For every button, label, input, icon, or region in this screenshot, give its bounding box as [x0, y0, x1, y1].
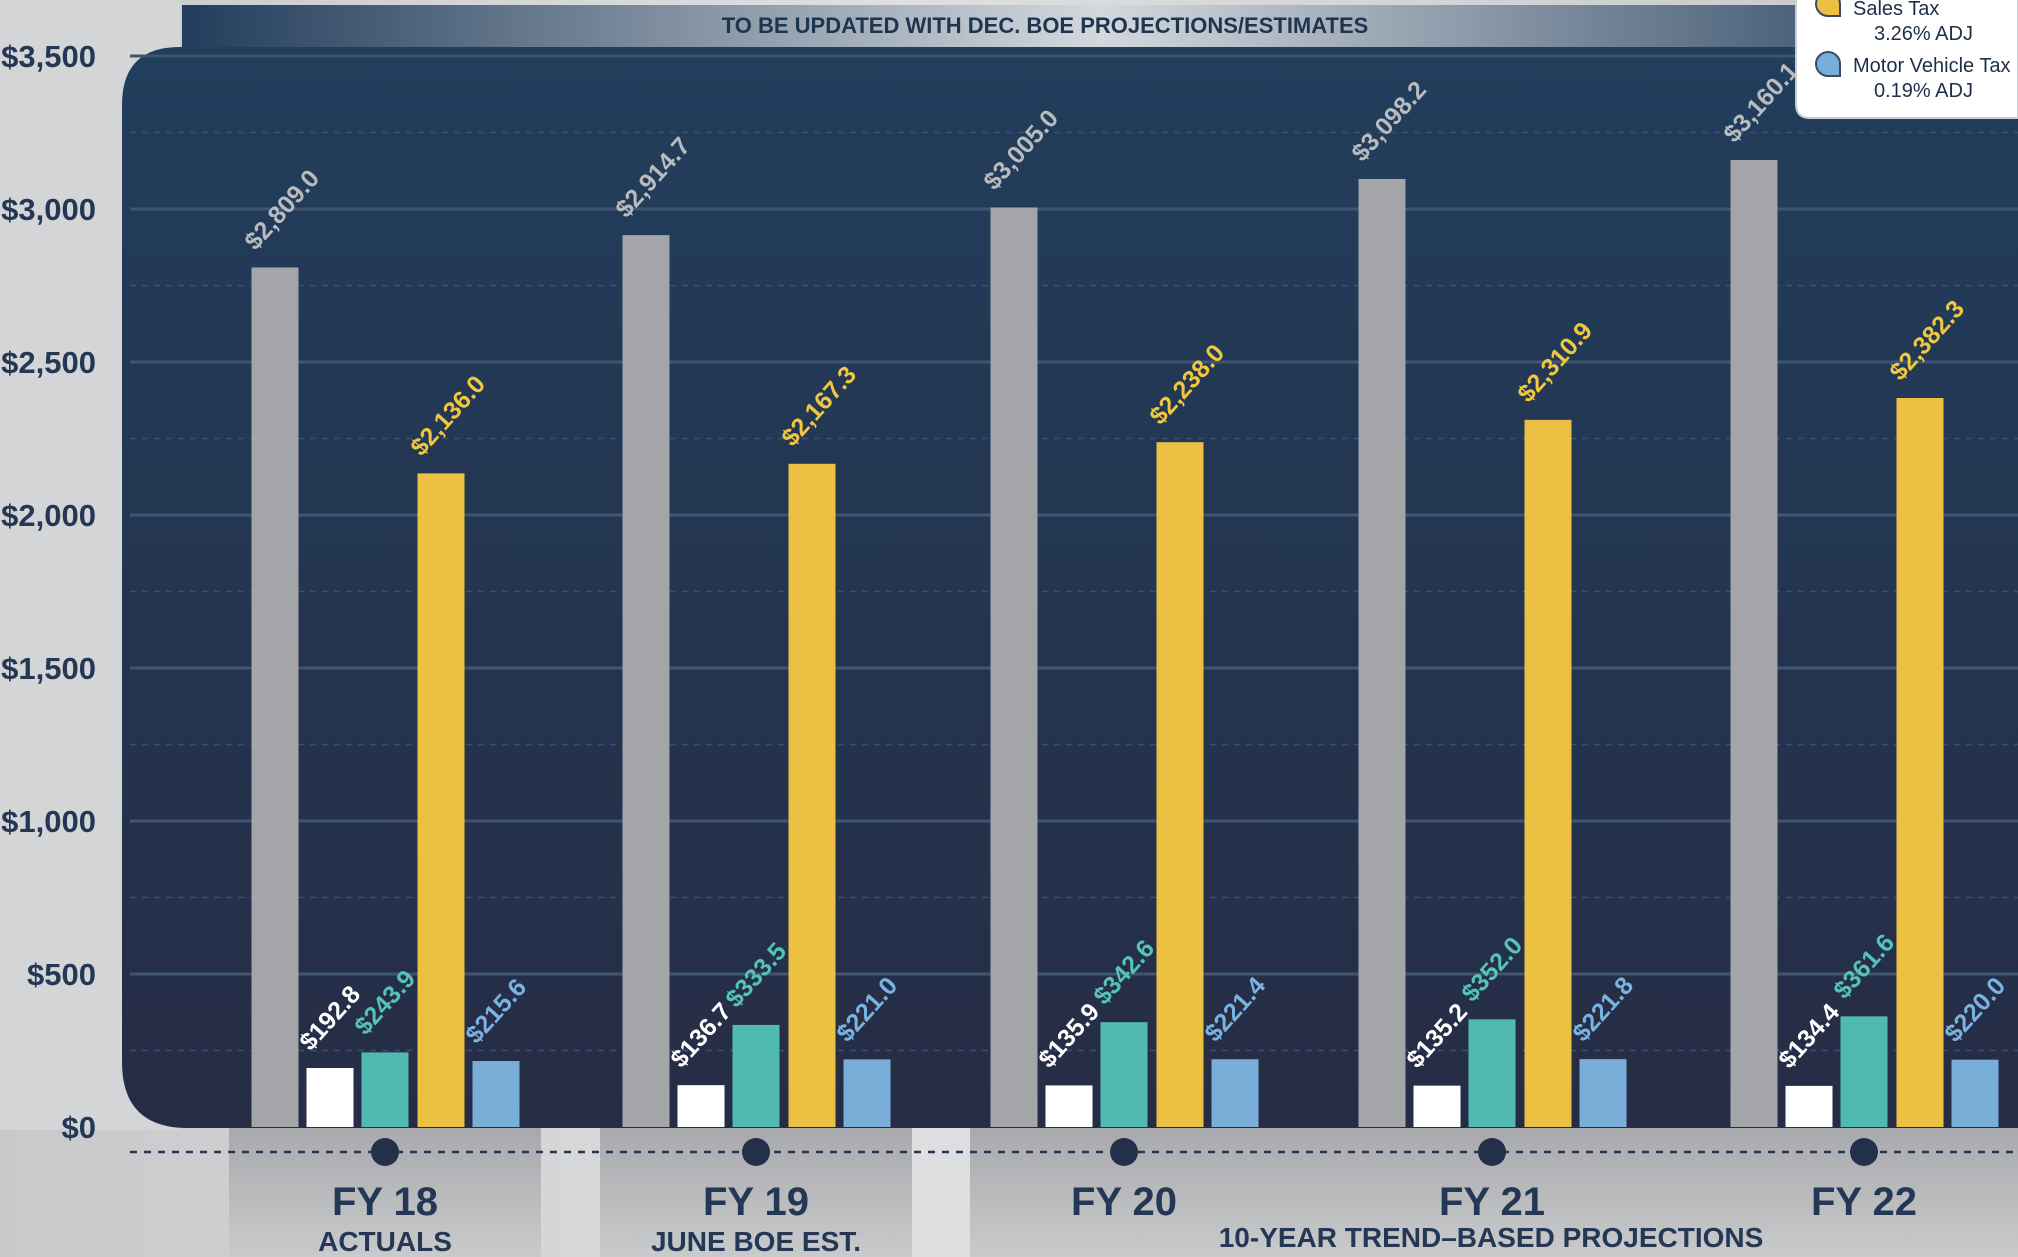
- bar: [1358, 178, 1406, 1127]
- timeline-dot: [1478, 1138, 1506, 1166]
- bar: [843, 1059, 891, 1127]
- legend-box: [1795, 0, 2018, 119]
- category-label: FY 22: [1811, 1180, 1917, 1224]
- y-tick-label: $3,000: [1, 192, 96, 227]
- y-tick-label: $500: [27, 957, 96, 992]
- y-tick-label: $2,000: [1, 498, 96, 533]
- bar: [1896, 398, 1944, 1127]
- y-tick-label: $0: [62, 1110, 96, 1145]
- bar: [677, 1085, 725, 1127]
- category-axis: FY 18 FY 19 FY 20 FY 21 FY 22: [332, 1138, 1917, 1224]
- timeline-dot: [1110, 1138, 1138, 1166]
- legend-swatch-sales-tax: [1814, 0, 1841, 17]
- bar: [1730, 160, 1778, 1127]
- bar: [622, 235, 670, 1127]
- y-axis-ticks: $0 $500 $1,000 $1,500 $2,000 $2,500 $3,000 $3,5…: [1, 39, 96, 1145]
- timeline-dot: [1850, 1138, 1878, 1166]
- sublabel-actuals: ACTUALS: [318, 1226, 452, 1257]
- legend: Sales Tax 3.26% ADJ Motor Vehicle Tax 0.…: [1795, 0, 2018, 119]
- banner-bar: [182, 5, 2018, 47]
- timeline-dot: [742, 1138, 770, 1166]
- bar: [472, 1061, 520, 1127]
- bar: [1156, 442, 1204, 1127]
- bar: [1413, 1085, 1461, 1127]
- y-tick-label: $2,500: [1, 345, 96, 380]
- bars: [251, 160, 1999, 1128]
- legend-note-sales-tax: 3.26% ADJ: [1874, 23, 1973, 45]
- bar: [1524, 419, 1572, 1127]
- bar: [1785, 1085, 1833, 1127]
- bar: [1100, 1022, 1148, 1127]
- category-label: FY 18: [332, 1180, 438, 1224]
- timeline-dot: [371, 1138, 399, 1166]
- category-label: FY 19: [703, 1180, 809, 1224]
- bar: [306, 1068, 354, 1127]
- bar: [1840, 1016, 1888, 1127]
- legend-swatch-motor-vehicle-tax: [1814, 51, 1841, 77]
- category-label: FY 21: [1439, 1180, 1545, 1224]
- y-tick-label: $3,500: [1, 39, 96, 74]
- legend-label-motor-vehicle-tax: Motor Vehicle Tax: [1853, 55, 2011, 77]
- y-tick-label: $1,500: [1, 651, 96, 686]
- bar: [1579, 1059, 1627, 1127]
- sublabel-projections: 10-YEAR TREND–BASED PROJECTIONS: [1219, 1222, 1764, 1253]
- bar: [788, 463, 836, 1127]
- bar: [990, 207, 1038, 1128]
- bar: [251, 267, 299, 1127]
- legend-note-motor-vehicle-tax: 0.19% ADJ: [1874, 80, 1973, 102]
- bar: [361, 1052, 409, 1127]
- category-label: FY 20: [1071, 1180, 1177, 1224]
- bar: [1951, 1059, 1999, 1127]
- legend-label-sales-tax: Sales Tax: [1853, 0, 1939, 20]
- sublabel-june-boe: JUNE BOE EST.: [651, 1226, 861, 1257]
- y-tick-label: $1,000: [1, 804, 96, 839]
- bar: [1045, 1085, 1093, 1127]
- bar: [732, 1024, 780, 1127]
- bar: [1468, 1019, 1516, 1127]
- bar: [417, 473, 465, 1127]
- banner-text: TO BE UPDATED WITH DEC. BOE PROJECTIONS/…: [722, 13, 1369, 38]
- bar: [1211, 1059, 1259, 1127]
